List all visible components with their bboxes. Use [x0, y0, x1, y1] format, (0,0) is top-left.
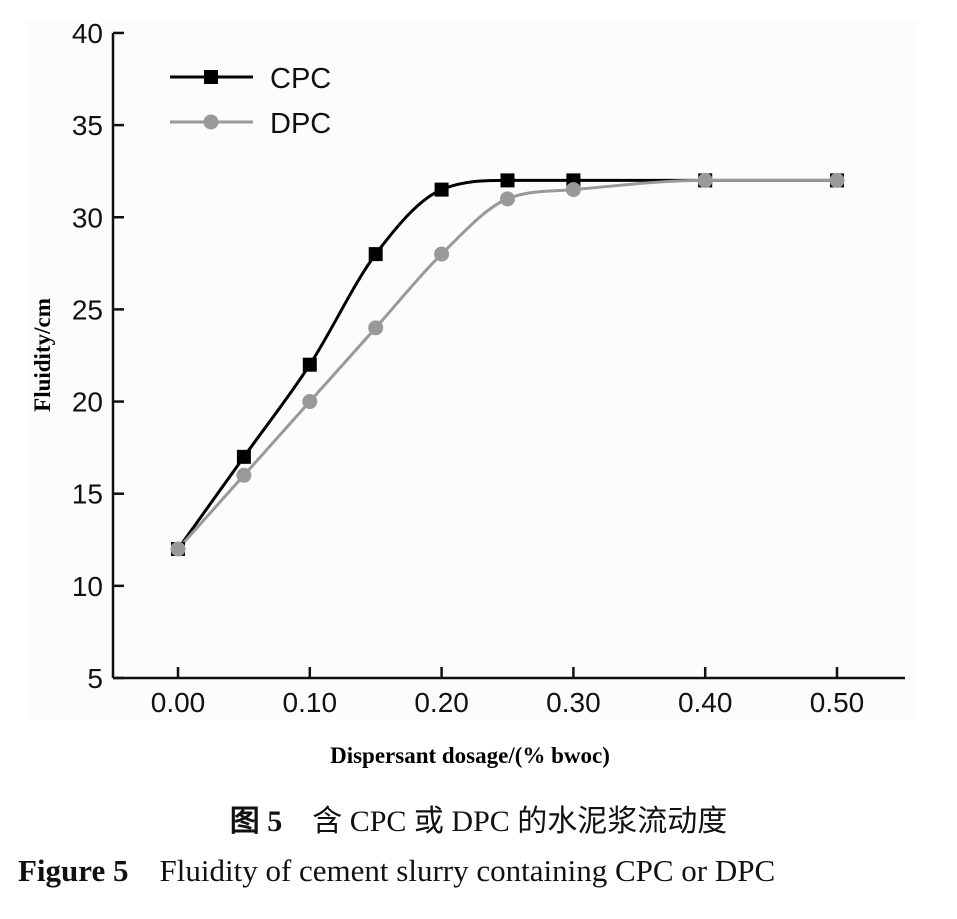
- caption-cn-label: 图 5: [229, 805, 283, 838]
- y-tick-label: 30: [72, 202, 103, 233]
- x-tick-label: 0.20: [414, 687, 469, 718]
- x-axis-label: Dispersant dosage/(% bwoc): [330, 743, 610, 768]
- y-tick-label: 35: [72, 110, 103, 141]
- data-point-cpc: [236, 449, 251, 464]
- plot-background: [27, 20, 917, 720]
- caption-cn-text: 含 CPC 或 DPC 的水泥浆流动度: [312, 805, 728, 838]
- caption-chinese: 图 5 含 CPC 或 DPC 的水泥浆流动度: [0, 796, 957, 840]
- legend-marker-cpc: [204, 70, 218, 84]
- x-tick-label: 0.00: [151, 687, 206, 718]
- data-point-dpc: [236, 467, 252, 483]
- data-point-dpc: [170, 541, 186, 557]
- y-tick-label: 20: [72, 387, 103, 418]
- x-tick-label: 0.30: [546, 687, 601, 718]
- data-point-cpc: [500, 173, 515, 188]
- legend-label-cpc: CPC: [270, 63, 331, 95]
- y-axis-label: Fluidity/cm: [30, 298, 55, 412]
- x-tick-label: 0.50: [810, 687, 865, 718]
- x-tick-label: 0.40: [678, 687, 733, 718]
- data-point-dpc: [434, 246, 450, 262]
- data-point-dpc: [500, 191, 515, 207]
- data-point-dpc: [829, 172, 845, 188]
- data-point-cpc: [368, 247, 383, 262]
- caption-english: Figure 5 Fluidity of cement slurry conta…: [18, 853, 957, 889]
- legend-label-dpc: DPC: [270, 108, 331, 140]
- data-point-dpc: [697, 172, 713, 188]
- caption-en-text: Fluidity of cement slurry containing CPC…: [159, 853, 776, 888]
- caption-en-label: Figure 5: [18, 853, 129, 888]
- x-tick-label: 0.10: [283, 687, 338, 718]
- data-point-cpc: [434, 182, 449, 197]
- y-tick-label: 15: [72, 479, 103, 510]
- data-point-cpc: [302, 357, 317, 372]
- data-point-dpc: [302, 394, 318, 410]
- data-point-dpc: [368, 320, 384, 336]
- y-tick-label: 25: [72, 294, 103, 325]
- data-point-dpc: [565, 182, 581, 198]
- legend-marker-dpc: [203, 114, 219, 130]
- y-tick-label: 10: [72, 571, 103, 602]
- y-tick-label: 40: [72, 18, 103, 49]
- y-tick-label: 5: [87, 663, 103, 694]
